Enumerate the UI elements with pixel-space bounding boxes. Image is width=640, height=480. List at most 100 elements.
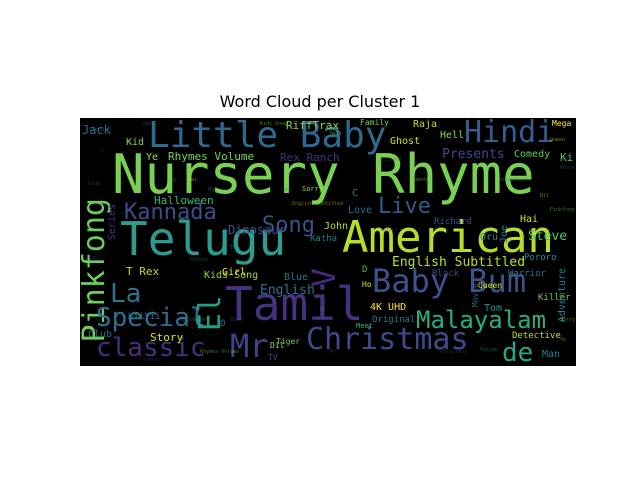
cloud-word: Meet [356, 322, 373, 330]
cloud-word: Halloween [154, 194, 214, 207]
cloud-word-small: Hai [188, 177, 198, 183]
cloud-word: Oru [480, 232, 499, 243]
cloud-word-small: Tamil [88, 255, 104, 261]
cloud-word-small: El [320, 307, 327, 313]
cloud-word-small: Club [88, 181, 101, 187]
cloud-word: Tom [484, 303, 503, 314]
cloud-word: Movie [471, 283, 480, 308]
cloud-word-small: Man [208, 187, 218, 193]
chart-title: Word Cloud per Cluster 1 [219, 92, 421, 111]
cloud-word-small: Mr [330, 349, 337, 355]
cloud-word: Nursery Rhyme [112, 143, 535, 206]
cloud-word: D [362, 265, 368, 275]
word-cloud-canvas: Nursery Rhyme Telugu American Tamil Little B… [80, 118, 576, 366]
cloud-word: Adventure [557, 268, 568, 323]
cloud-word-small: Ki [170, 177, 177, 183]
cloud-word: Telugu [120, 212, 287, 266]
cloud-word: RiffTrax [286, 119, 339, 132]
cloud-word-small: Song [280, 187, 293, 193]
cloud-word-small: Special [90, 127, 112, 133]
cloud-word: Hindi [464, 118, 555, 150]
cloud-word: T Rex [126, 265, 160, 278]
cloud-word: Rex Ranch [280, 151, 340, 164]
cloud-word: C [352, 188, 359, 199]
cloud-word: Hai [520, 214, 539, 225]
cloud-word: American [342, 212, 554, 263]
cloud-word: classic [96, 333, 206, 363]
cloud-word: Original [372, 315, 416, 325]
cloud-word: Kannada [124, 200, 217, 225]
cloud-word: Club [88, 329, 113, 340]
cloud-word: Sorry [302, 185, 324, 193]
cloud-word-small: Queen [550, 137, 566, 143]
cloud-word: Killer [538, 293, 571, 303]
cloud-word-small: Comedy [410, 177, 429, 183]
cloud-word-small: Hell [330, 131, 343, 137]
cloud-word-small: Kids Song [260, 121, 288, 127]
cloud-word: KiiYii [128, 312, 161, 322]
cloud-word: Richard [434, 217, 472, 227]
cloud-word: English [260, 283, 315, 298]
cloud-word: Detective [512, 331, 561, 341]
cloud-word: Warrior [508, 269, 546, 279]
cloud-word: Baby Bum [372, 262, 527, 300]
cloud-word-small: V [100, 147, 104, 153]
cloud-word: Ye [146, 152, 159, 163]
cloud-word: Kid [126, 137, 145, 148]
cloud-word-small: Blue [230, 317, 243, 323]
cloud-word: Love [348, 205, 373, 216]
cloud-word: Hell [440, 130, 465, 141]
cloud-word-small: Ye [560, 337, 567, 343]
cloud-word: Man [542, 349, 561, 360]
cloud-word: Ghost [390, 136, 421, 147]
cloud-word: Family [360, 118, 389, 127]
cloud-word: Kids Song [204, 270, 259, 281]
cloud-word: Ho [362, 280, 372, 289]
cloud-word: Presents [442, 147, 505, 162]
cloud-word: O [220, 319, 226, 329]
cloud-word: 4K UHD [370, 302, 407, 313]
cloud-word: Black [432, 269, 460, 279]
cloud-word: Little Baby [148, 118, 387, 156]
cloud-word: Malayalam [416, 306, 547, 334]
cloud-word-small: Telugu [480, 347, 499, 353]
cloud-word-small: Sorry [560, 317, 576, 323]
cloud-word: Mega [552, 119, 572, 128]
cloud-word: Ki [560, 151, 574, 164]
cloud-word: John [324, 221, 349, 232]
cloud-word-small: D [88, 227, 92, 233]
cloud-word: Song [262, 213, 315, 238]
cloud-word: English Subtitled [392, 255, 526, 270]
cloud-word: TV [268, 353, 278, 362]
cloud-word-small: Richard [380, 157, 402, 163]
cloud-word: Steve [528, 229, 568, 244]
cloud-word-small: Christmas [440, 349, 468, 355]
cloud-word-small: Pinkfong [550, 207, 575, 213]
cloud-word: Dil [270, 341, 285, 350]
cloud-word: Story [150, 331, 184, 344]
cloud-word: Queen [478, 281, 503, 290]
cloud-word-small: Adventure [500, 177, 528, 183]
cloud-word-small: English Subtitled [292, 201, 344, 207]
cloud-word: Dinosaur [228, 223, 286, 237]
cloud-word-small: Series [380, 227, 399, 233]
cloud-word-small: Dil [540, 193, 550, 199]
cloud-word: Jack [82, 123, 111, 137]
cloud-word: Katha [310, 234, 338, 244]
cloud-word-small: Tom [230, 245, 240, 251]
cloud-word: Rhymes Volume [168, 150, 255, 163]
cloud-word: Mr [230, 327, 269, 365]
cloud-word-small: Pororo [190, 257, 209, 263]
cloud-word: Series [107, 204, 118, 241]
cloud-word: Tiger [276, 337, 301, 346]
cloud-word: Girl [222, 267, 247, 278]
cloud-word: Blue [284, 272, 309, 283]
cloud-word: Special [96, 303, 206, 333]
cloud-word: Raja [413, 119, 438, 130]
cloud-word: Pororo [524, 253, 557, 263]
cloud-word-small: classic [140, 357, 162, 363]
cloud-word-small: Jack [142, 121, 155, 127]
cloud-word: La [110, 279, 142, 309]
cloud-word-small: Movie [560, 165, 576, 171]
cloud-word: Christmas [306, 322, 469, 357]
